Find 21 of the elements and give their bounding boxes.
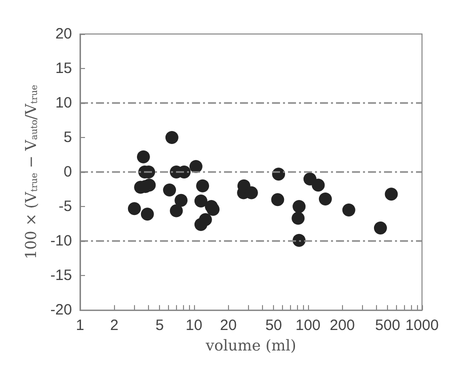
x-tick-label: 2 (110, 317, 118, 334)
x-tick-label: 100 (295, 317, 321, 334)
x-tick-label: 1 (76, 317, 84, 334)
x-axis-title: volume (ml) (204, 336, 296, 354)
y-tick-label: 0 (64, 164, 72, 181)
x-tick-label: 5 (156, 317, 164, 334)
y-tick-label: 5 (64, 129, 72, 146)
x-tick-label: 200 (330, 317, 355, 334)
x-tick-label: 20 (220, 317, 237, 334)
y-tick-label: 20 (55, 26, 72, 42)
x-tick-label: 10 (186, 317, 202, 334)
y-tick-label: 10 (55, 94, 72, 112)
y-axis-title: 100 × (Vtrue − Vauto/Vtrue (22, 84, 40, 260)
y-tick-label: -15 (50, 267, 72, 284)
x-tick-label: 500 (375, 317, 400, 334)
y-tick-label: -10 (50, 232, 72, 250)
y-tick-label: 15 (55, 60, 72, 78)
y-tick-label: -5 (58, 198, 72, 216)
x-tick-label: 1000 (405, 317, 439, 334)
x-tick-label: 50 (265, 317, 282, 334)
y-tick-label: -20 (50, 302, 72, 319)
